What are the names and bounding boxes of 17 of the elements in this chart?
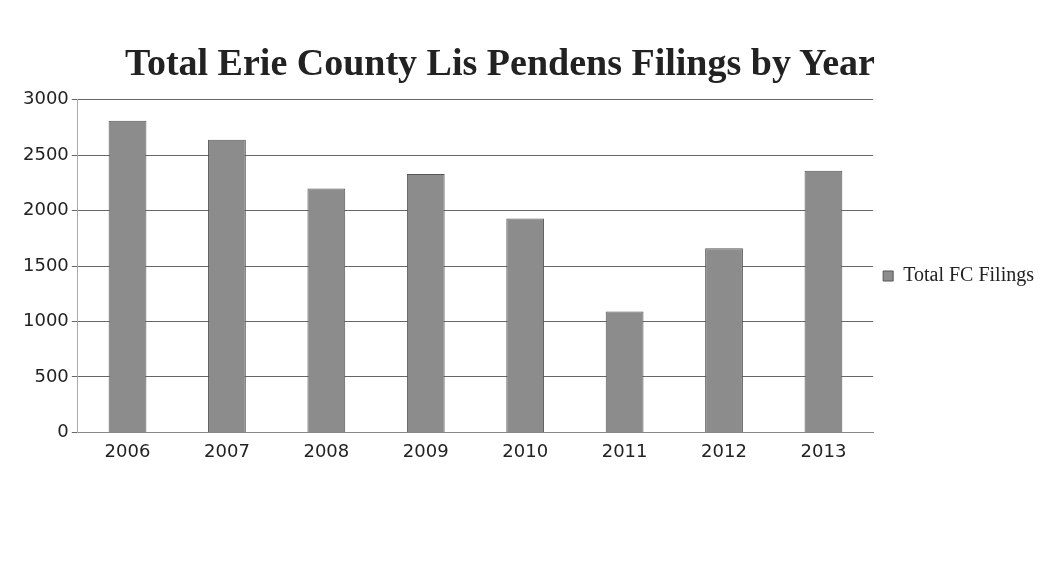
x-tick-label: 2012 — [701, 439, 747, 461]
x-tick-label: 2010 — [502, 439, 549, 461]
y-tick-label: 0 — [57, 420, 69, 442]
x-tick-label: 2006 — [104, 439, 151, 461]
y-tick-label: 3000 — [23, 87, 69, 109]
legend-label: Total FC Filings — [903, 263, 1035, 287]
y-tick-label: 1000 — [23, 309, 69, 331]
x-tick-label: 2007 — [204, 439, 250, 461]
y-tick-label: 1500 — [23, 253, 69, 275]
y-tick-label: 2000 — [23, 198, 69, 220]
chart-title: Total Erie County Lis Pendens Filings by Year — [124, 40, 876, 85]
x-tick-label: 2013 — [800, 439, 847, 461]
y-tick-label: 2500 — [23, 142, 69, 164]
x-tick-label: 2009 — [402, 439, 449, 461]
y-tick-label: 500 — [34, 364, 69, 386]
x-tick-label: 2011 — [601, 439, 648, 461]
x-tick-label: 2008 — [303, 439, 350, 461]
